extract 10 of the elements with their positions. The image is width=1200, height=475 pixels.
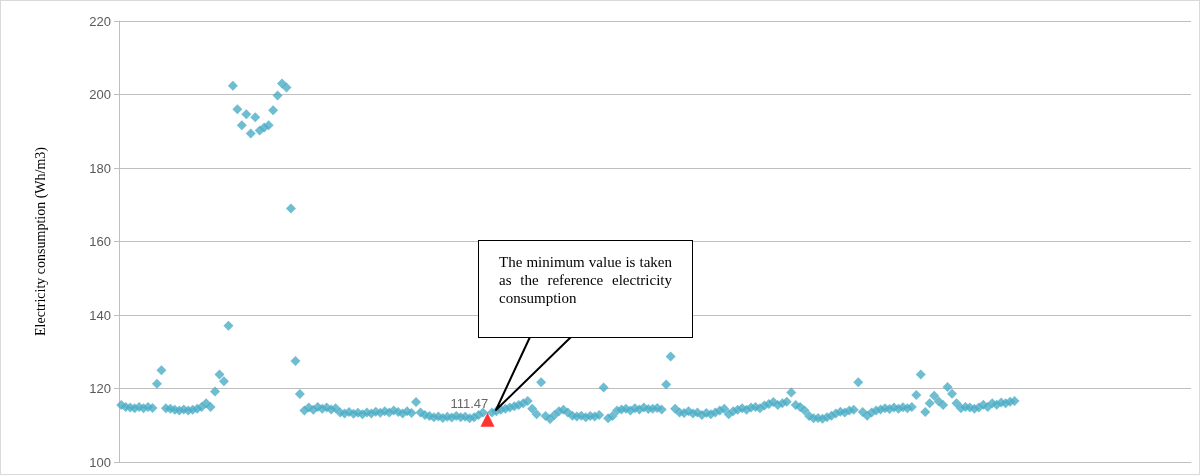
data-label: 111.47	[450, 395, 489, 411]
annotation: The minimum value is taken as the reference electricity consumption	[478, 240, 693, 338]
y-tick-label: 120	[89, 381, 111, 396]
y-tick-label: 100	[89, 454, 111, 470]
y-tick-label: 200	[89, 87, 111, 102]
y-tick-label: 220	[89, 13, 111, 29]
y-tick-label: 140	[89, 307, 111, 323]
y-tick-label: 160	[89, 234, 111, 249]
y-tick-label: 180	[89, 160, 111, 176]
y-axis-title: Electricity consumption (Wh/m3)	[32, 146, 49, 336]
